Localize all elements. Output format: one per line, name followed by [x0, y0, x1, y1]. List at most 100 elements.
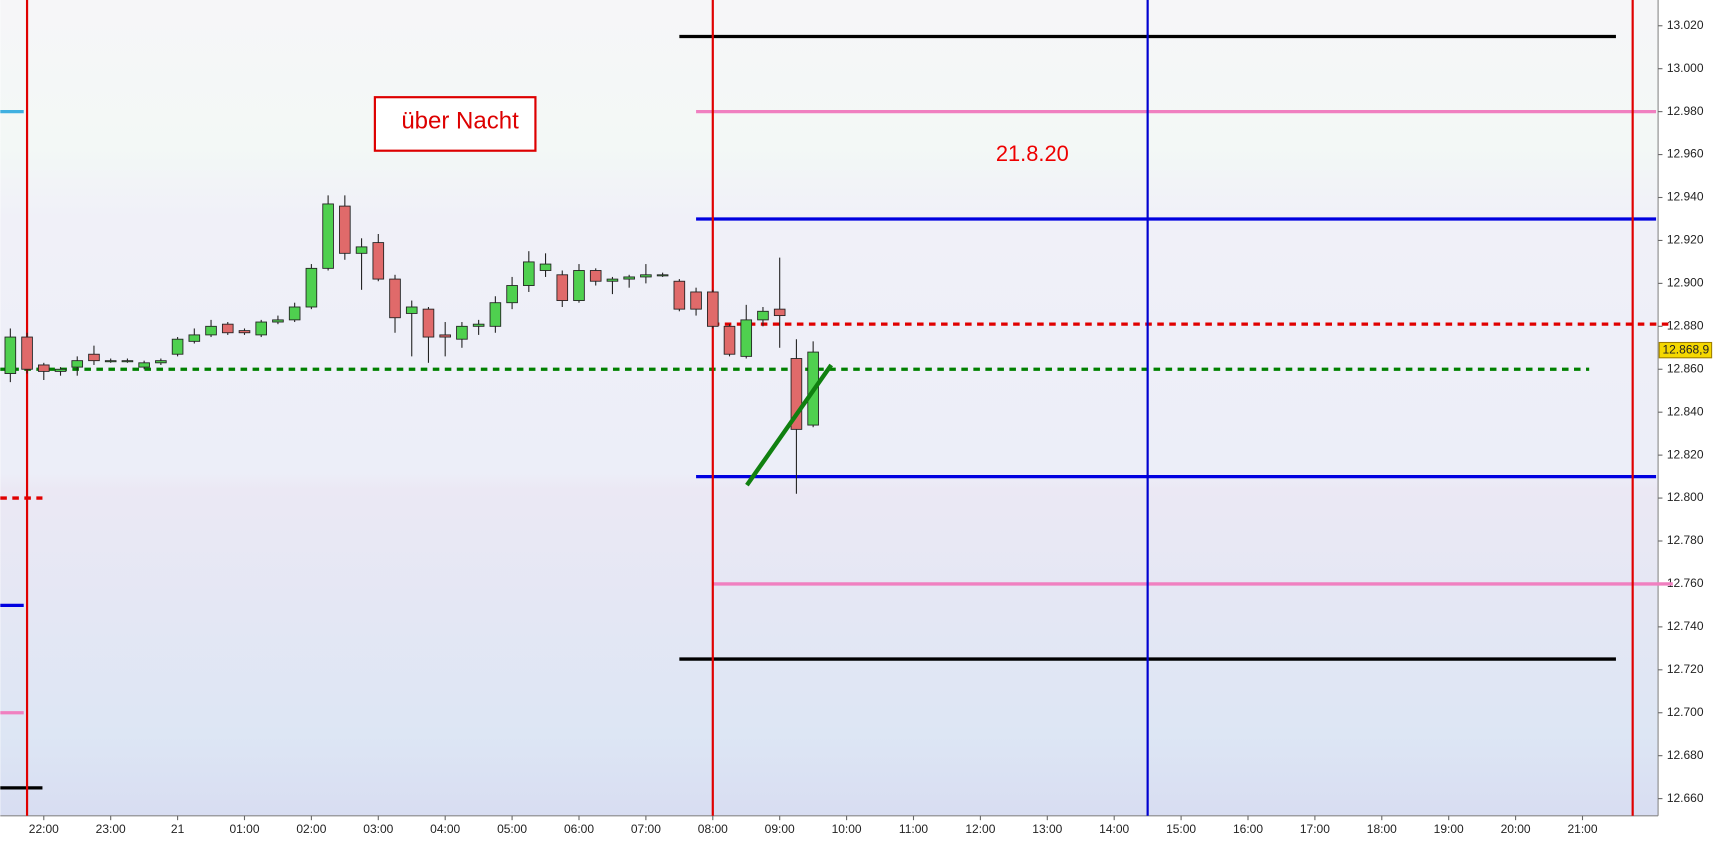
x-tick-label: 14:00: [1099, 822, 1129, 836]
candle-body: [305, 267, 318, 308]
annotation-date: 21.8.20: [996, 141, 1069, 166]
x-tick-label: 04:00: [430, 822, 460, 836]
candle-body: [773, 308, 786, 317]
y-tick-label: 12.920: [1667, 233, 1704, 247]
annotation-box: [373, 96, 537, 152]
candle-body: [757, 310, 769, 321]
x-tick-label: 15:00: [1166, 822, 1196, 836]
candle-body: [489, 302, 502, 327]
candle-body: [422, 308, 435, 338]
y-tick-label: 12.840: [1667, 404, 1704, 418]
candle-body: [456, 325, 468, 340]
x-tick-label: 01:00: [229, 822, 259, 836]
candle-body: [205, 325, 217, 336]
y-tick-label: 12.980: [1667, 104, 1704, 118]
x-tick-label: 20:00: [1501, 822, 1531, 836]
x-tick-label: 18:00: [1367, 822, 1397, 836]
candle-body: [255, 321, 268, 336]
candle-body: [405, 306, 418, 314]
candle-body: [523, 261, 535, 286]
x-tick-label: 10:00: [832, 822, 862, 836]
candle-body: [21, 336, 33, 370]
x-tick-label: 21:00: [1567, 822, 1597, 836]
y-tick-label: 12.860: [1667, 361, 1704, 375]
candle-body: [37, 364, 50, 372]
y-tick-label: 12.820: [1667, 447, 1704, 461]
y-tick-label: 12.940: [1667, 190, 1704, 204]
candle-body: [640, 274, 652, 278]
candle-body: [221, 323, 234, 334]
candle-body: [472, 323, 485, 327]
x-tick-label: 08:00: [698, 822, 728, 836]
y-tick-label: 12.880: [1667, 318, 1704, 332]
y-tick-label: 12.720: [1667, 662, 1704, 676]
x-tick-label: 22:00: [29, 822, 59, 836]
candle-body: [322, 203, 334, 269]
candle-body: [740, 319, 753, 357]
candle-body: [707, 291, 719, 327]
y-tick-label: 13.020: [1667, 18, 1704, 32]
candle-body: [188, 334, 201, 342]
candle-body: [288, 306, 301, 321]
candle-body: [88, 353, 100, 362]
y-tick-label: 12.960: [1667, 147, 1704, 161]
x-tick-label: 11:00: [899, 822, 928, 836]
x-tick-label: 21: [171, 822, 185, 836]
candle-body: [171, 338, 184, 355]
annotation-session: über Nacht: [401, 108, 519, 135]
trend-line: [745, 363, 833, 487]
candle-body: [656, 274, 669, 277]
candle-body: [723, 325, 736, 355]
candle-body: [439, 334, 451, 338]
candle-body: [690, 291, 702, 310]
candle-body: [4, 336, 17, 374]
candle-body: [539, 263, 552, 271]
candle-body: [389, 278, 401, 319]
candle-body: [272, 319, 284, 323]
candle-body: [155, 360, 167, 364]
candle-body: [790, 358, 803, 430]
x-tick-label: 12:00: [965, 822, 995, 836]
y-tick-label: 12.760: [1667, 576, 1704, 590]
candle-body: [589, 270, 602, 282]
x-tick-label: 13:00: [1032, 822, 1062, 836]
x-tick-label: 16:00: [1233, 822, 1263, 836]
y-tick-label: 12.680: [1667, 748, 1704, 762]
x-tick-label: 03:00: [363, 822, 393, 836]
candle-body: [54, 368, 67, 372]
y-tick-label: 13.000: [1667, 61, 1704, 75]
x-tick-label: 09:00: [765, 822, 795, 836]
candle-body: [121, 360, 134, 363]
candle-body: [372, 242, 385, 280]
y-tick-label: 12.660: [1667, 791, 1704, 805]
candle-body: [355, 246, 368, 254]
candle-body: [556, 274, 569, 301]
x-tick-label: 06:00: [564, 822, 594, 836]
y-tick-label: 12.800: [1667, 490, 1704, 504]
candle-body: [238, 330, 251, 334]
x-tick-label: 17:00: [1300, 822, 1330, 836]
candle-body: [104, 360, 117, 363]
candle-body: [573, 270, 585, 301]
y-tick-label: 12.700: [1667, 705, 1704, 719]
y-tick-label: 12.900: [1667, 276, 1704, 290]
plot-background: [0, 0, 1659, 816]
candle-body: [506, 285, 518, 304]
y-tick-label: 12.780: [1667, 533, 1704, 547]
x-tick-label: 19:00: [1434, 822, 1464, 836]
x-tick-label: 05:00: [497, 822, 527, 836]
candle-body: [339, 205, 351, 254]
x-tick-label: 02:00: [296, 822, 326, 836]
last-price-label: 12.868,9: [1662, 342, 1709, 356]
y-tick-label: 12.740: [1667, 619, 1704, 633]
candle-body: [606, 278, 619, 282]
candle-body: [623, 276, 635, 280]
y-axis-panel: [1658, 0, 1713, 842]
candle-body: [673, 280, 686, 310]
candle-body: [71, 360, 84, 368]
x-tick-label: 07:00: [631, 822, 661, 836]
candle-body: [138, 362, 150, 368]
x-tick-label: 23:00: [96, 822, 126, 836]
